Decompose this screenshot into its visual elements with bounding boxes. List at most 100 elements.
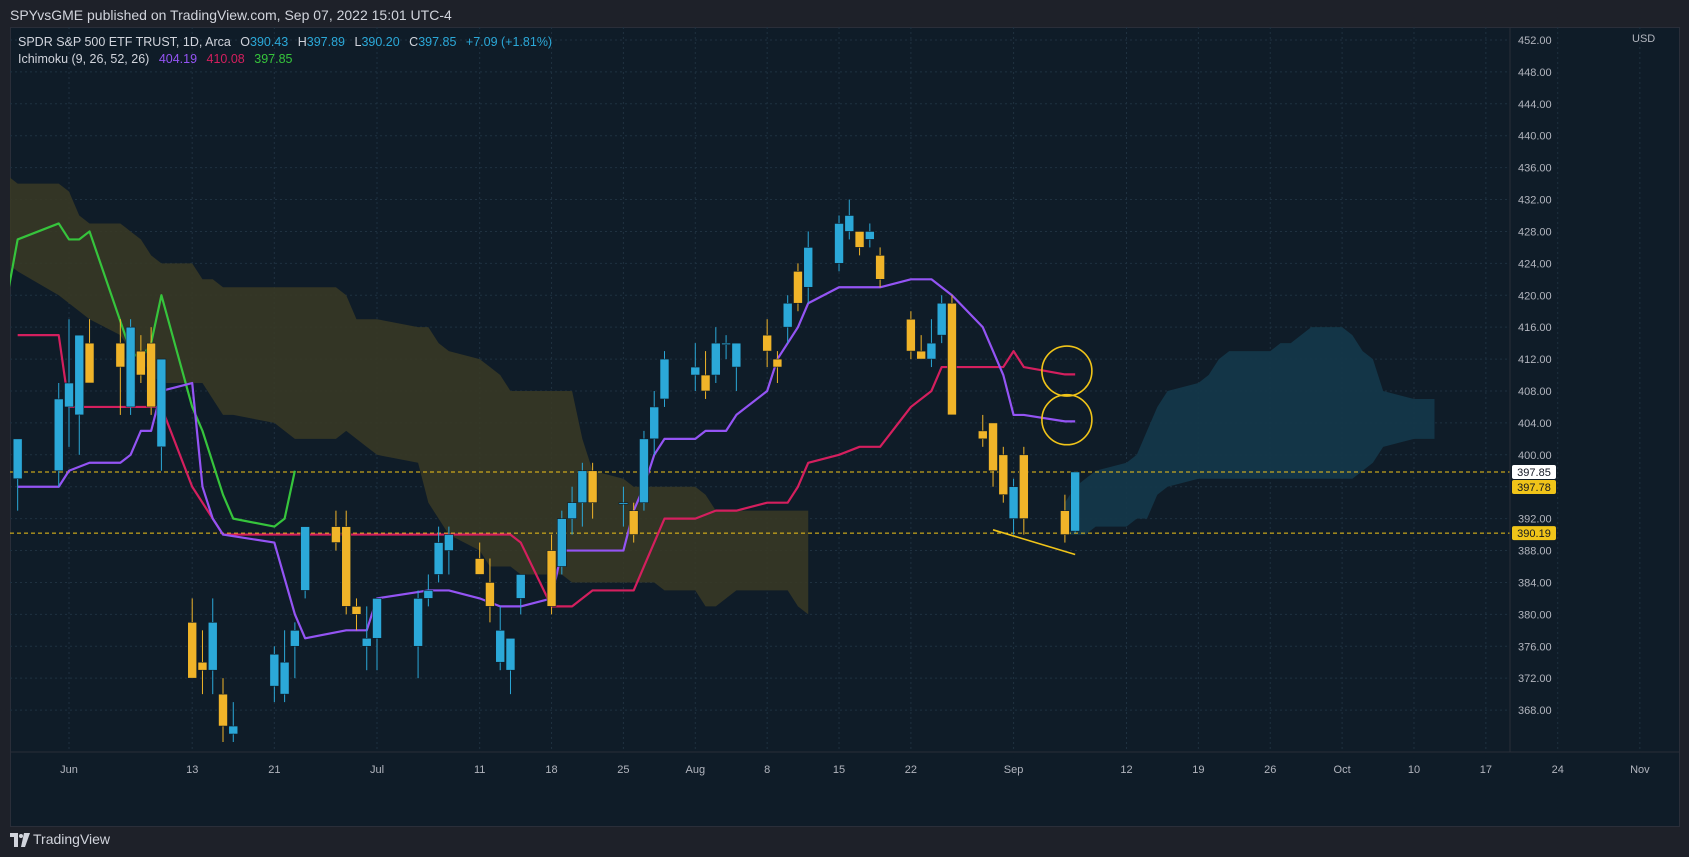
y-tick-label: 432.00 xyxy=(1518,195,1552,207)
candle xyxy=(577,462,588,527)
candle-body xyxy=(331,526,341,543)
price-tag-box xyxy=(1512,464,1556,479)
candle xyxy=(515,574,526,615)
x-tick-label: 19 xyxy=(1192,764,1204,776)
candle xyxy=(1060,494,1070,543)
y-tick-label: 368.00 xyxy=(1518,705,1552,717)
candle-body xyxy=(423,590,434,599)
candle xyxy=(146,327,156,415)
open-value: 390.43 xyxy=(250,35,289,49)
y-tick-label: 416.00 xyxy=(1518,322,1552,334)
y-tick-label: 440.00 xyxy=(1518,131,1552,143)
candle xyxy=(659,351,670,407)
candle xyxy=(74,334,85,455)
y-tick-label: 424.00 xyxy=(1518,258,1552,270)
candle-body xyxy=(228,725,239,735)
candle xyxy=(865,223,875,248)
candle xyxy=(977,414,988,447)
chart-legend: SPDR S&P 500 ETF TRUST, 1D, Arca O390.43… xyxy=(18,34,552,68)
candle xyxy=(433,526,444,583)
candle xyxy=(926,319,937,368)
highlight-circle xyxy=(1041,393,1093,446)
x-tick-label: 18 xyxy=(545,764,557,776)
y-tick-label: 392.00 xyxy=(1518,514,1552,526)
y-tick-label: 428.00 xyxy=(1518,226,1552,238)
x-tick-label: 25 xyxy=(617,764,629,776)
candle xyxy=(269,646,280,703)
tradingview-logo-icon[interactable] xyxy=(10,833,30,847)
candle-body xyxy=(546,550,557,607)
candle-body xyxy=(700,374,711,392)
candle-body xyxy=(659,358,670,400)
candle xyxy=(12,438,23,511)
x-tick-label: 12 xyxy=(1120,764,1132,776)
candle xyxy=(361,606,372,671)
conversion-value: 404.19 xyxy=(158,52,198,66)
candle-body xyxy=(485,582,495,607)
candle-body xyxy=(793,271,803,304)
candle xyxy=(854,231,865,256)
cloud-segment-bull xyxy=(10,177,809,615)
candle-body xyxy=(1060,510,1070,535)
open-label: O xyxy=(240,35,251,49)
price-tag-label: 397.85 xyxy=(1517,467,1551,479)
candle xyxy=(875,247,885,288)
candle-body xyxy=(115,342,126,368)
ichimoku-cloud xyxy=(10,177,1435,615)
x-tick-label: Aug xyxy=(685,764,705,776)
y-tick-label: 420.00 xyxy=(1518,290,1552,302)
candle xyxy=(125,319,136,415)
candle-body xyxy=(197,661,208,671)
x-tick-label: 11 xyxy=(474,764,485,776)
y-tick-label: 376.00 xyxy=(1518,641,1552,653)
candle xyxy=(731,342,742,391)
candle-body xyxy=(587,470,598,503)
candle xyxy=(690,343,701,391)
candle-body xyxy=(577,470,588,503)
candle-body xyxy=(444,534,454,551)
low-value: 390.20 xyxy=(361,35,400,49)
chart-canvas[interactable]: USD 368.00 372.00 376.00 380.00 384.00 388.00… xyxy=(10,27,1680,827)
candle xyxy=(156,358,167,471)
high-label: H xyxy=(297,35,307,49)
candle-body xyxy=(875,255,885,280)
x-tick-label: 17 xyxy=(1480,764,1492,776)
candle xyxy=(495,606,506,671)
candle xyxy=(700,351,711,399)
ichimoku-lines xyxy=(10,222,1076,640)
y-tick-label: 408.00 xyxy=(1518,386,1552,398)
y-tick-label: 388.00 xyxy=(1518,546,1552,558)
candle xyxy=(187,598,198,679)
annotations[interactable] xyxy=(992,345,1093,556)
candle xyxy=(649,390,660,455)
candle xyxy=(279,630,290,703)
trend-line xyxy=(992,529,1076,556)
candle xyxy=(546,534,557,615)
candle-body xyxy=(156,358,167,448)
candle xyxy=(803,231,814,304)
candle-body xyxy=(865,231,875,240)
candle-body xyxy=(926,342,937,360)
indicator-name: Ichimoku (9, 26, 52, 26) xyxy=(18,52,150,66)
footer-bar xyxy=(0,828,1689,857)
currency-label: USD xyxy=(1632,33,1655,45)
candle-body xyxy=(187,622,198,679)
candle-body xyxy=(290,630,300,647)
candle-body xyxy=(782,302,793,328)
candle-body xyxy=(936,302,947,336)
x-tick-label: Sep xyxy=(1004,764,1024,776)
candle-body xyxy=(269,653,280,687)
high-value: 397.89 xyxy=(306,35,346,49)
candle-body xyxy=(1019,454,1029,519)
publisher-bar: SPYvsGME published on TradingView.com, S… xyxy=(0,0,1689,27)
candle xyxy=(64,319,74,447)
candle-body xyxy=(628,510,639,535)
candle xyxy=(444,526,454,575)
candle xyxy=(567,486,577,535)
x-tick-label: 21 xyxy=(268,764,280,776)
candle-body xyxy=(341,526,352,607)
candle-body xyxy=(772,358,783,368)
tradingview-brand[interactable]: TradingView xyxy=(33,831,111,847)
candle xyxy=(423,574,434,607)
candle xyxy=(372,598,382,671)
